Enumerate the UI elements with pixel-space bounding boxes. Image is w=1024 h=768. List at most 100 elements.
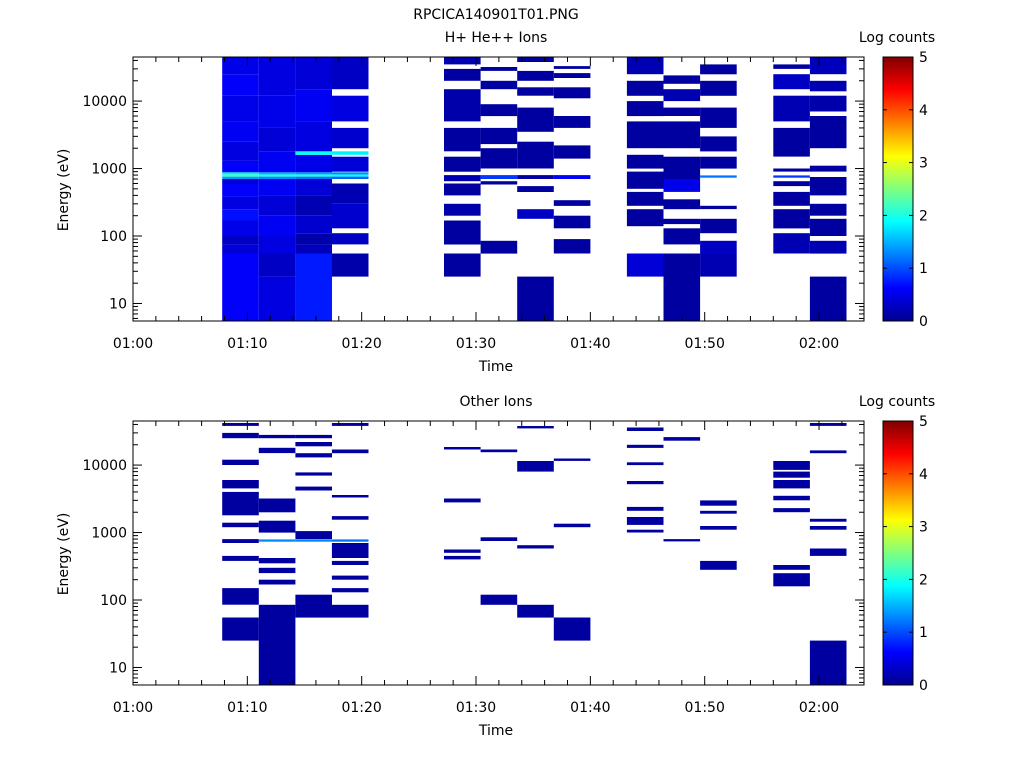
colorbar-label: Log counts xyxy=(859,30,935,46)
heatmap-cell xyxy=(480,104,518,117)
heatmap-cell xyxy=(626,209,664,227)
heatmap-cell xyxy=(553,458,591,461)
x-axis-label: Time xyxy=(478,723,513,739)
heatmap-cell xyxy=(773,508,810,513)
heatmap-cell xyxy=(444,498,481,503)
heatmap-cell xyxy=(295,174,332,177)
heatmap-cell xyxy=(480,148,518,169)
heatmap-cell xyxy=(295,594,332,618)
heatmap-cell xyxy=(773,461,810,470)
heatmap-cell xyxy=(700,80,737,96)
heatmap-cell xyxy=(700,136,737,152)
x-tick-label: 01:20 xyxy=(341,336,381,352)
colorbar xyxy=(882,420,914,686)
heatmap-cell xyxy=(222,555,259,561)
heatmap-cell xyxy=(331,156,369,172)
heatmap-cell xyxy=(700,107,737,128)
heatmap-cell xyxy=(222,179,259,184)
heatmap-cell xyxy=(331,539,369,542)
heatmap-cell xyxy=(331,423,369,426)
heatmap-cell xyxy=(222,183,259,197)
heatmap-cell xyxy=(444,555,481,560)
heatmap-cell xyxy=(258,520,296,533)
heatmap-cell xyxy=(553,87,591,99)
heatmap-cell xyxy=(222,423,259,426)
y-tick-label: 10 xyxy=(109,296,127,312)
y-tick-label: 100 xyxy=(100,593,127,609)
heatmap-cell xyxy=(517,604,554,618)
heatmap-cell xyxy=(222,220,259,236)
heatmap-cell xyxy=(773,95,810,122)
heatmap-cell xyxy=(331,151,369,155)
colorbar-ticks: 0 1 2 3 4 5 xyxy=(883,50,928,330)
x-axis: 01:00 01:10 01:20 01:30 01:40 01:50 02:00 xyxy=(113,421,843,716)
x-axis-label: Time xyxy=(478,359,513,375)
panel-title: H+ He++ Ions xyxy=(445,30,548,46)
heatmap-cell xyxy=(700,560,737,570)
heatmap-cell xyxy=(480,181,518,185)
heatmap-cell xyxy=(258,579,296,585)
heatmap-cell xyxy=(331,127,369,149)
heatmap-cell xyxy=(331,174,369,177)
heatmap-cell xyxy=(700,175,737,178)
heatmap-cell xyxy=(258,172,296,175)
heatmap-cell xyxy=(700,526,737,530)
heatmap-cell xyxy=(773,573,810,587)
heatmap-cell xyxy=(295,151,332,155)
heatmap-cell xyxy=(222,176,259,179)
heatmap-cell xyxy=(258,604,296,685)
heatmap-cell xyxy=(773,480,810,489)
heatmap-cell xyxy=(222,196,259,210)
heatmap-cell xyxy=(222,459,259,465)
heatmap-cell xyxy=(222,74,259,96)
heatmap-cell xyxy=(773,127,810,157)
heatmap-cell xyxy=(258,236,296,254)
colorbar-tick-label: 3 xyxy=(919,156,928,172)
x-tick-label: 01:10 xyxy=(227,700,267,716)
x-tick-label: 02:00 xyxy=(799,336,839,352)
colorbar-tick-label: 3 xyxy=(919,520,928,536)
heatmap-cell xyxy=(663,253,701,321)
x-tick-label: 01:30 xyxy=(456,700,496,716)
heatmap-cell xyxy=(295,179,332,196)
heatmap-cell xyxy=(809,116,847,149)
heatmap-cell xyxy=(626,444,664,448)
heatmap-cell xyxy=(295,453,332,458)
heatmap-cell xyxy=(222,617,259,641)
heatmap-cell xyxy=(773,495,810,501)
heatmap-cell xyxy=(809,276,847,321)
heatmap-cell xyxy=(444,253,481,277)
heatmap-cell xyxy=(700,218,737,234)
heatmap-cell xyxy=(809,177,847,196)
heatmap-cell xyxy=(222,121,259,142)
heatmap-cell xyxy=(626,517,664,525)
heatmap-cell xyxy=(517,186,554,192)
heatmap-cell xyxy=(444,549,481,553)
heatmap-cell xyxy=(258,127,296,152)
heatmap-cell xyxy=(444,89,481,122)
x-tick-label: 01:00 xyxy=(113,336,153,352)
heatmap-cell xyxy=(626,462,664,466)
heatmap-cell xyxy=(773,175,810,178)
y-axis: 10 100 1000 10000 xyxy=(82,59,864,319)
heatmap-cell xyxy=(553,73,591,78)
heatmap-cell xyxy=(700,253,737,277)
x-tick-label: 01:20 xyxy=(341,700,381,716)
panel-title: Other Ions xyxy=(459,394,532,410)
heatmap-cell xyxy=(517,107,554,132)
heatmap-cell xyxy=(809,240,847,254)
heatmap-cell xyxy=(258,539,296,542)
heatmap-cell xyxy=(773,168,810,172)
heatmap-cell xyxy=(444,203,481,216)
heatmap-cell xyxy=(809,95,847,112)
heatmap-cell xyxy=(626,253,664,277)
heatmap-cell xyxy=(222,141,259,161)
heatmap-cell xyxy=(773,233,810,254)
y-axis-label: Energy (eV) xyxy=(56,149,72,232)
heatmap-cell xyxy=(295,253,332,321)
heatmap-cell xyxy=(222,95,259,122)
heatmap-cell xyxy=(663,107,701,116)
heatmap-cell xyxy=(663,437,701,441)
heatmap-cell xyxy=(258,567,296,574)
